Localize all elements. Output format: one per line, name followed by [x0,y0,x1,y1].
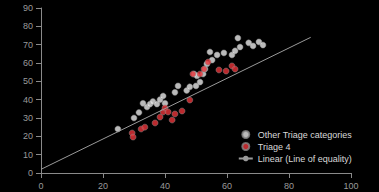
svg-text:0: 0 [38,181,43,191]
svg-text:Other Triage categories: Other Triage categories [258,130,353,140]
svg-text:90: 90 [23,3,33,13]
svg-text:20: 20 [98,181,108,191]
svg-text:0: 0 [28,168,33,178]
svg-text:80: 80 [284,181,294,191]
svg-text:100: 100 [343,181,358,191]
svg-text:40: 40 [160,181,170,191]
svg-text:80: 80 [23,21,33,31]
svg-text:70: 70 [23,40,33,50]
svg-text:30: 30 [23,113,33,123]
svg-text:Linear (Line of equality): Linear (Line of equality) [258,154,352,164]
svg-text:40: 40 [23,95,33,105]
svg-text:20: 20 [23,131,33,141]
svg-text:Triage 4: Triage 4 [258,142,291,152]
svg-text:60: 60 [222,181,232,191]
svg-text:60: 60 [23,58,33,68]
svg-text:10: 10 [23,150,33,160]
svg-text:50: 50 [23,76,33,86]
